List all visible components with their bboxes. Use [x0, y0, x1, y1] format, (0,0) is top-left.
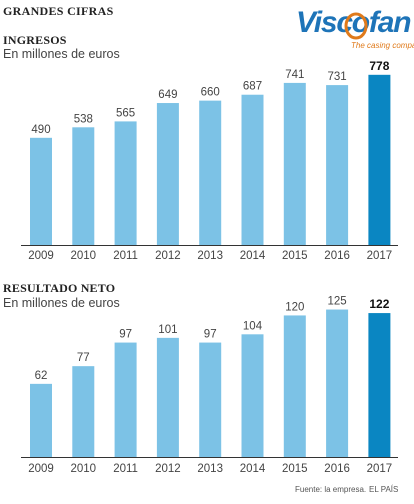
- x-tick-label: 2015: [282, 250, 308, 262]
- value-label: 649: [158, 89, 177, 101]
- chart-2-title: RESULTADO NETO: [3, 281, 116, 295]
- bar-2017: [368, 313, 391, 457]
- value-label: 104: [243, 320, 263, 332]
- value-label: 538: [74, 113, 93, 125]
- viscofan-logo: Viscofan The casing company: [296, 6, 414, 56]
- value-label: 97: [119, 329, 132, 341]
- footer-brand: EL PAÍS: [369, 485, 399, 494]
- x-tick-label: 2017: [367, 250, 393, 262]
- bar-2011: [114, 342, 137, 457]
- logo-wordmark: Viscofan: [296, 6, 412, 39]
- value-label: 122: [369, 297, 389, 311]
- bar-2014: [241, 94, 264, 245]
- value-label: 741: [285, 69, 304, 81]
- x-tick-label: 2013: [197, 463, 223, 475]
- x-tick-label: 2009: [28, 250, 54, 262]
- page-title: GRANDES CIFRAS: [3, 4, 114, 18]
- x-tick-label: 2012: [155, 250, 181, 262]
- footer-source: Fuente: la empresa.: [295, 485, 367, 494]
- value-label: 101: [158, 324, 177, 336]
- x-tick-label: 2014: [240, 463, 266, 475]
- logo-swoosh-icon: [344, 12, 368, 40]
- bar-2013: [199, 342, 222, 457]
- value-label: 778: [369, 59, 389, 73]
- value-label: 660: [201, 87, 220, 99]
- bar-2015: [283, 82, 306, 245]
- x-tick-label: 2012: [155, 463, 181, 475]
- bar-2009: [30, 137, 52, 245]
- logo-tagline: The casing company: [351, 41, 414, 50]
- x-tick-label: 2011: [113, 250, 138, 262]
- value-label: 97: [204, 329, 217, 341]
- bar-2009: [30, 383, 52, 457]
- value-label: 490: [31, 124, 50, 136]
- x-tick-label: 2010: [71, 250, 97, 262]
- x-tick-label: 2016: [324, 463, 350, 475]
- chart-1-subtitle: En millones de euros: [3, 47, 120, 61]
- x-tick-label: 2009: [28, 463, 54, 475]
- value-label: 125: [328, 296, 347, 308]
- bar-2011: [114, 121, 137, 245]
- chart-2-subtitle: En millones de euros: [3, 296, 120, 310]
- chart-1-title: INGRESOS: [3, 33, 67, 47]
- bar-2016: [326, 309, 349, 457]
- x-tick-label: 2011: [113, 463, 138, 475]
- bar-2016: [326, 85, 349, 245]
- bar-2013: [199, 100, 222, 245]
- value-label: 62: [35, 370, 48, 382]
- bar-2017: [368, 74, 391, 245]
- x-tick-label: 2015: [282, 463, 308, 475]
- value-label: 687: [243, 81, 262, 93]
- bar-2012: [156, 337, 179, 457]
- x-tick-label: 2016: [324, 250, 350, 262]
- x-tick-label: 2014: [240, 250, 266, 262]
- bar-2010: [72, 127, 95, 245]
- value-label: 731: [328, 71, 347, 83]
- value-label: 120: [285, 301, 304, 313]
- bar-2010: [72, 366, 95, 457]
- x-tick-label: 2010: [71, 463, 97, 475]
- value-label: 565: [116, 107, 135, 119]
- x-tick-label: 2017: [367, 463, 393, 475]
- bar-2014: [241, 334, 264, 457]
- chart-ingresos: 490 2009 538 2010 565 2011 649 2012 660 2013 687 20…: [21, 59, 398, 262]
- bar-2015: [283, 315, 306, 457]
- x-tick-label: 2013: [197, 250, 223, 262]
- bar-2012: [156, 103, 179, 245]
- value-label: 77: [77, 352, 90, 364]
